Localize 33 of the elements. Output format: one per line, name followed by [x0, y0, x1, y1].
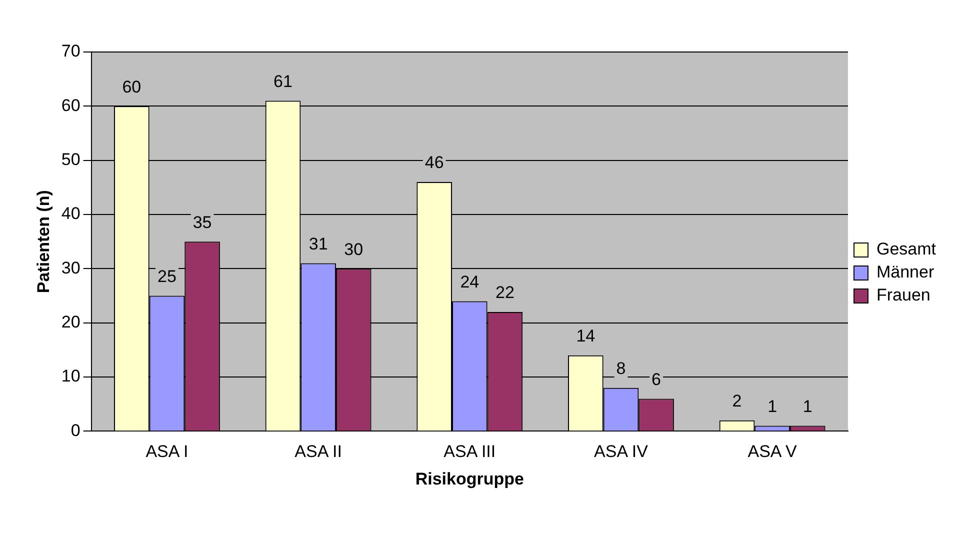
data-label: 61	[274, 72, 292, 91]
legend-label: Gesamt	[876, 240, 936, 259]
data-label: 2	[732, 392, 742, 411]
data-label: 31	[308, 234, 328, 254]
x-tick-label: ASA I	[146, 442, 188, 462]
data-label: 8	[616, 359, 626, 378]
y-tick-label: 20	[61, 312, 80, 332]
y-tick-label: 70	[61, 42, 80, 61]
data-label: 46	[424, 153, 444, 172]
y-tick-label: 60	[61, 96, 80, 115]
y-tick-label: 10	[61, 366, 80, 386]
data-label: 1	[802, 396, 812, 416]
data-label: 30	[344, 240, 364, 259]
data-label: 60	[122, 77, 142, 96]
y-tick-label: 0	[70, 420, 80, 440]
y-tick-label: 50	[61, 150, 80, 170]
x-tick-label: ASA IV	[594, 442, 649, 462]
data-label: 22	[495, 283, 514, 302]
y-tick-label: 30	[61, 258, 80, 278]
legend-label: Männer	[876, 262, 934, 282]
y-axis-title: Patienten (n)	[34, 190, 53, 294]
data-label: 6	[652, 370, 662, 389]
data-label: 35	[192, 212, 212, 232]
y-tick-label: 40	[61, 204, 80, 224]
data-label: 25	[158, 266, 176, 286]
x-axis-title: Risikogruppe	[415, 469, 524, 488]
legend-label: Frauen	[876, 286, 930, 305]
x-tick-label: ASA II	[294, 442, 342, 462]
data-label: 24	[460, 272, 480, 292]
x-tick-label: ASA V	[748, 442, 798, 462]
x-tick-label: ASA III	[444, 442, 496, 462]
data-label: 14	[576, 326, 596, 346]
data-label: 1	[768, 396, 778, 416]
